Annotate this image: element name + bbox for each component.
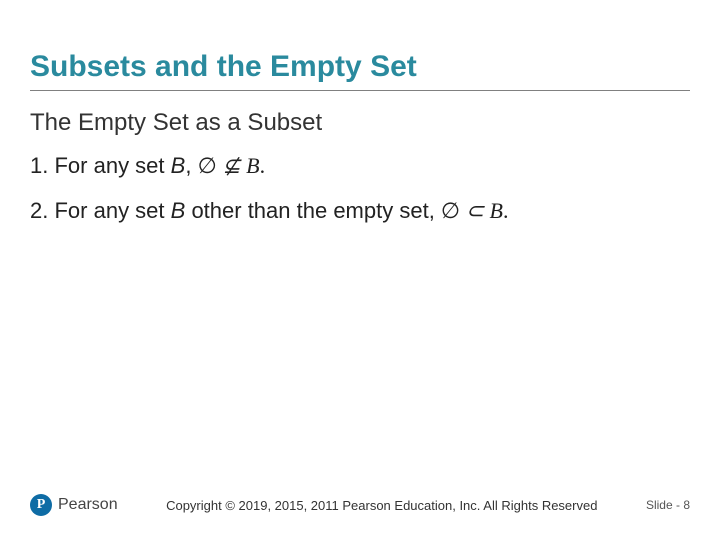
pearson-logo-icon: P (30, 494, 52, 516)
slide-label: Slide - (646, 498, 683, 512)
slide-page: 8 (683, 498, 690, 512)
item-var: B (171, 153, 186, 178)
math-expression: ∅ ⊈ B. (198, 153, 266, 178)
logo-letter: P (37, 497, 46, 513)
item-suffix: , (185, 153, 197, 178)
item-number: 2. (30, 198, 48, 223)
brand-name: Pearson (58, 496, 118, 514)
slide-number: Slide - 8 (646, 498, 690, 512)
item-prefix: For any set (54, 198, 170, 223)
item-number: 1. (30, 153, 48, 178)
slide-subtitle: The Empty Set as a Subset (30, 109, 690, 137)
footer: P Pearson Copyright © 2019, 2015, 2011 P… (0, 494, 720, 516)
list-item: 1. For any set B, ∅ ⊈ B. (30, 151, 690, 182)
math-expression: ∅ ⊂ B. (441, 198, 509, 223)
item-text: For any set B, ∅ ⊈ B. (54, 153, 265, 178)
copyright-text: Copyright © 2019, 2015, 2011 Pearson Edu… (118, 498, 646, 513)
slide-title: Subsets and the Empty Set (30, 50, 690, 84)
title-divider (30, 90, 690, 91)
item-prefix: For any set (54, 153, 170, 178)
item-text: For any set B other than the empty set, … (54, 198, 508, 223)
list-item: 2. For any set B other than the empty se… (30, 196, 690, 227)
item-suffix: other than the empty set, (185, 198, 441, 223)
item-var: B (171, 198, 186, 223)
